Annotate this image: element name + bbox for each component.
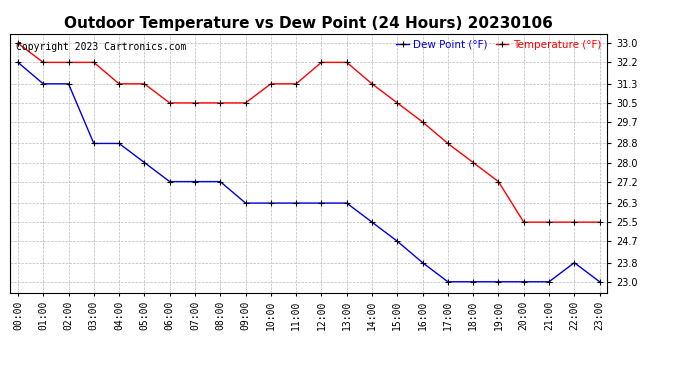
Text: Copyright 2023 Cartronics.com: Copyright 2023 Cartronics.com <box>17 42 187 51</box>
Legend: Dew Point (°F), Temperature (°F): Dew Point (°F), Temperature (°F) <box>392 36 605 54</box>
Title: Outdoor Temperature vs Dew Point (24 Hours) 20230106: Outdoor Temperature vs Dew Point (24 Hou… <box>64 16 553 31</box>
